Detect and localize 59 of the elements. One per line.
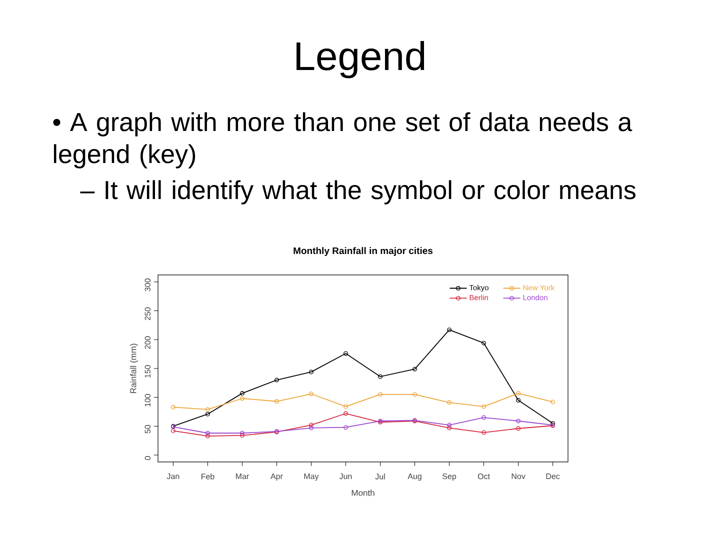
point: [482, 404, 486, 409]
point: [482, 415, 486, 420]
y-tick-label: 250: [144, 307, 150, 320]
point: [308, 370, 314, 374]
x-tick-label: Apr: [270, 474, 283, 481]
point: [240, 396, 244, 401]
chart-title: Monthly Rainfall in major cities: [294, 247, 433, 256]
point: [516, 426, 521, 431]
point: [516, 398, 521, 402]
y-axis-title: Rainfall (mm): [130, 344, 138, 394]
text: – It will identify what the symbol or color means: [80, 180, 636, 204]
point: [308, 422, 314, 428]
y-tick-label: 0: [144, 456, 150, 460]
x-tick-label: May: [304, 474, 319, 481]
x-tick-label: Jun: [339, 474, 352, 480]
point: [308, 392, 314, 396]
point: [412, 392, 418, 397]
point: [344, 351, 348, 356]
point: [344, 404, 348, 409]
point: [378, 374, 383, 379]
y-tick-label: 100: [144, 394, 150, 406]
point: [240, 430, 244, 436]
x-tick-label: Dec: [546, 474, 560, 480]
point: [447, 400, 452, 405]
point: [344, 425, 348, 430]
point: [378, 392, 383, 397]
x-tick-label: Mar: [236, 474, 249, 480]
x-tick-label: Jul: [375, 474, 385, 480]
point: [344, 411, 348, 416]
x-tick-label: Jan: [166, 474, 180, 480]
point: [447, 426, 452, 430]
point: [516, 418, 521, 424]
point: [205, 430, 210, 436]
point: [447, 328, 452, 332]
y-tick-label: 200: [144, 336, 150, 349]
x-axis-title: Month: [352, 490, 374, 496]
text: • A graph with more than one set of data needs a legend (key): [53, 112, 632, 168]
point: [516, 391, 521, 396]
x-tick-label: Nov: [512, 474, 526, 480]
point: [482, 340, 486, 346]
x-tick-label: Oct: [478, 474, 490, 480]
point: [274, 378, 279, 382]
y-tick-label: 50: [144, 425, 150, 434]
point: [447, 422, 452, 428]
y-tick-label: 150: [144, 365, 150, 378]
point: [482, 430, 486, 435]
x-tick-label: Aug: [408, 474, 422, 481]
point: [205, 412, 210, 416]
y-tick-label: 300: [144, 278, 150, 292]
x-tick-label: Sep: [442, 474, 456, 481]
text: Legend: [296, 41, 424, 78]
point: [412, 366, 418, 372]
point: [205, 407, 210, 412]
x-tick-label: Feb: [201, 474, 214, 480]
point: [240, 391, 244, 396]
point: [308, 426, 314, 430]
point: [240, 433, 244, 438]
point: [274, 399, 279, 404]
point: [205, 434, 210, 438]
